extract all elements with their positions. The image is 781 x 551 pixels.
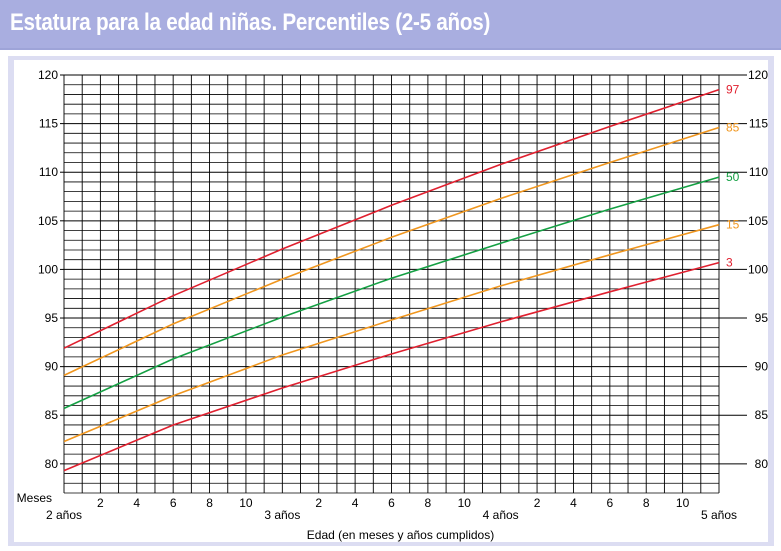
percentile-curve-50 (63, 176, 720, 410)
header-bar: Estatura para la edad niñas. Percentiles… (0, 0, 781, 48)
y-tick-label: 105 (748, 214, 768, 228)
percentile-label-3: 3 (726, 256, 733, 270)
x-month-tick-label: 10 (458, 496, 472, 510)
x-year-tick-label: 4 años (483, 508, 519, 522)
y-tick-label: 95 (45, 311, 59, 325)
x-year-tick-label: 5 años (701, 508, 737, 522)
percentile-label-15: 15 (726, 218, 740, 232)
percentile-labels: 97 85 50 15 3 (726, 83, 740, 270)
chart-panel (14, 60, 768, 542)
x-axis: Meses 2 4 6 8 10 2 4 6 8 10 2 4 6 8 10 2 años 3 años 4 año… (17, 491, 737, 542)
y-tick-label: 100 (748, 262, 768, 276)
y-tick-label: 80 (755, 457, 769, 471)
y-tick-label: 120 (748, 68, 768, 82)
percentile-curve-85 (63, 126, 720, 377)
x-month-tick-label: 6 (170, 496, 177, 510)
percentile-curve-3 (63, 261, 720, 472)
page-title: Estatura para la edad niñas. Percentiles… (10, 9, 491, 36)
y-tick-label: 85 (45, 408, 59, 422)
y-tick-label: 95 (755, 311, 769, 325)
header-divider (0, 48, 781, 50)
x-month-tick-label: 2 (97, 496, 104, 510)
y-tick-label: 110 (749, 165, 768, 179)
x-month-tick-label: 8 (206, 496, 213, 510)
percentile-curve-97 (63, 88, 720, 349)
percentile-curve-15 (63, 223, 720, 443)
y-axis-right: 80 85 90 95 100 105 110 115 120 (719, 68, 768, 471)
x-month-tick-label: 4 (570, 496, 577, 510)
y-axis-left: 80 85 90 95 100 105 110 115 120 (38, 68, 64, 471)
x-month-tick-label: 6 (606, 496, 613, 510)
x-month-tick-label: 4 (133, 496, 140, 510)
x-month-tick-label: 6 (388, 496, 395, 510)
percentile-label-97: 97 (726, 83, 740, 97)
y-tick-label: 80 (45, 457, 59, 471)
x-month-tick-label: 2 (315, 496, 322, 510)
x-month-tick-label: 4 (352, 496, 359, 510)
x-unit-label: Meses (17, 491, 52, 505)
x-month-tick-label: 8 (425, 496, 432, 510)
percentile-label-85: 85 (726, 120, 740, 134)
y-tick-label: 90 (755, 360, 769, 374)
x-year-tick-label: 3 años (264, 508, 300, 522)
y-tick-label: 90 (45, 360, 59, 374)
x-axis-title: Edad (en meses y años cumplidos) (307, 528, 494, 542)
y-tick-label: 105 (38, 214, 58, 228)
percentile-label-50: 50 (726, 170, 740, 184)
y-tick-label: 110 (39, 165, 58, 179)
x-month-tick-label: 10 (239, 496, 253, 510)
x-month-tick-label: 2 (534, 496, 541, 510)
x-month-tick-label: 8 (643, 496, 650, 510)
percentile-curves (63, 88, 720, 472)
x-month-tick-label: 10 (676, 496, 690, 510)
y-tick-label: 100 (38, 262, 58, 276)
y-tick-label: 120 (38, 68, 58, 82)
x-year-tick-label: 2 años (46, 508, 82, 522)
y-tick-label: 115 (749, 117, 768, 131)
y-tick-label: 85 (755, 408, 769, 422)
y-tick-label: 115 (39, 117, 58, 131)
